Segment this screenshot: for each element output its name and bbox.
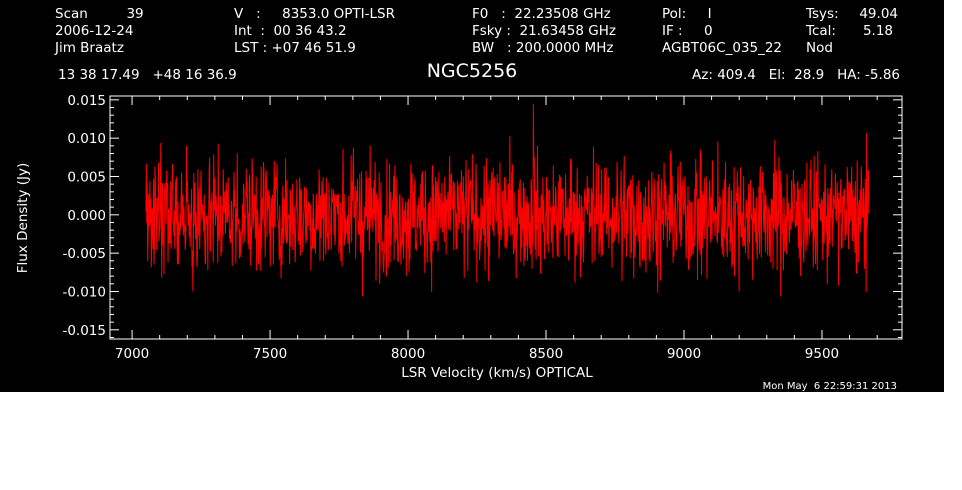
project-id: AGBT06C_035_22 (662, 40, 782, 56)
header-col3: F0 : 22.23508 GHz Fsky : 21.63458 GHz BW… (472, 6, 616, 56)
series-layer (145, 103, 870, 297)
sky-frequency: Fsky : 21.63458 GHz (472, 23, 616, 39)
source-coordinates: 13 38 17.49 +48 16 36.9 (58, 67, 237, 83)
polarization: Pol: I (662, 6, 712, 22)
x-tick-label: 7500 (253, 346, 287, 362)
header-col4: Pol: I IF : 0 AGBT06C_035_22 (662, 6, 782, 56)
y-tick-label: 0.010 (67, 131, 106, 147)
tsys-value: 49.04 (859, 6, 898, 22)
bandwidth: BW : 200.0000 MHz (472, 40, 613, 56)
lst-value: LST : +07 46 51.9 (234, 40, 356, 56)
spectrum-chart: Scan 39 2006-12-24 Jim Braatz V : 8353.0… (15, 6, 903, 392)
integration-time: Int : 00 36 43.2 (234, 23, 347, 39)
header-col1: Scan 39 2006-12-24 Jim Braatz (54, 6, 144, 56)
obs-date: 2006-12-24 (55, 23, 133, 39)
x-tick-label: 9000 (667, 346, 701, 362)
y-tick-label: 0.005 (67, 169, 106, 185)
y-tick-label: 0.015 (67, 93, 106, 109)
ticks-layer: 7000 7500 8000 8500 9000 9500 -0.015 -0.010 -0.0… (62, 93, 902, 362)
scan-number: Scan 39 (55, 6, 144, 22)
x-tick-label: 7000 (115, 346, 149, 362)
y-tick-label: -0.010 (62, 284, 106, 300)
observer-name: Jim Braatz (54, 40, 124, 56)
tcal-value: 5.18 (863, 23, 893, 39)
source-name: NGC5256 (427, 60, 518, 82)
y-axis-label: Flux Density (Jy) (15, 163, 31, 273)
plot-frame (109, 95, 903, 340)
x-tick-label: 8000 (391, 346, 425, 362)
y-tick-label: -0.015 (62, 323, 106, 339)
x-tick-label: 9500 (805, 346, 839, 362)
header-col2: V : 8353.0 OPTI-LSR Int : 00 36 43.2 LST… (234, 6, 395, 56)
y-tick-label: 0.000 (67, 208, 106, 224)
tcal-label: Tcal: (805, 23, 836, 39)
plot-timestamp: Mon May 6 22:59:31 2013 (763, 381, 897, 392)
velocity-info: V : 8353.0 OPTI-LSR (234, 6, 395, 22)
spectrum-plot-panel: Scan 39 2006-12-24 Jim Braatz V : 8353.0… (0, 0, 944, 392)
x-tick-label: 8500 (529, 346, 563, 362)
header-col5: Tsys: Tcal: Nod 49.04 5.18 (805, 6, 898, 56)
rest-frequency: F0 : 22.23508 GHz (472, 6, 611, 22)
tsys-label: Tsys: (805, 6, 839, 22)
procedure-name: Nod (806, 40, 833, 56)
x-axis-label: LSR Velocity (km/s) OPTICAL (401, 365, 593, 381)
y-tick-label: -0.005 (62, 246, 106, 262)
if-number: IF : 0 (662, 23, 713, 39)
pointing-info: Az: 409.4 El: 28.9 HA: -5.86 (692, 67, 900, 83)
spectrum-series-line (145, 103, 870, 297)
